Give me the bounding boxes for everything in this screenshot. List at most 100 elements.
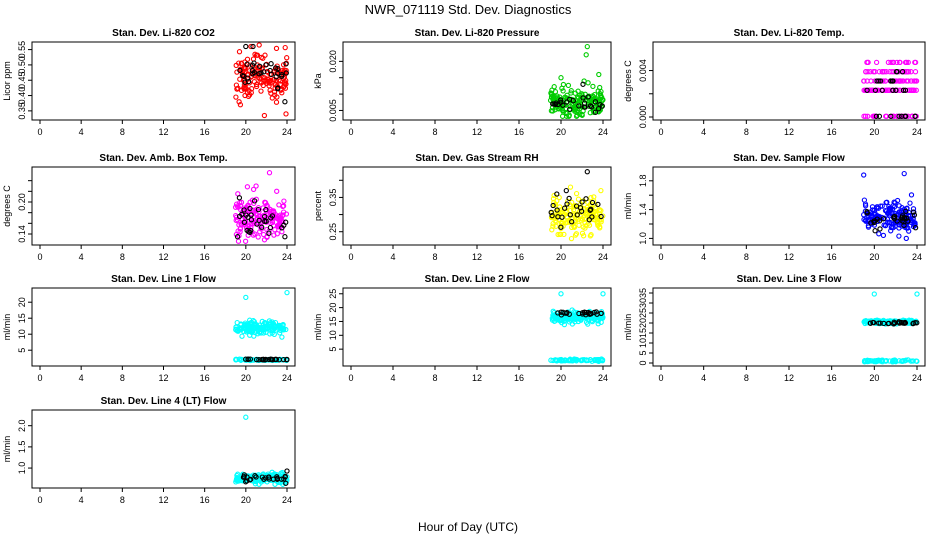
y-tick-label: 1.5: [17, 441, 27, 454]
data-point: [259, 224, 265, 230]
data-point: [887, 69, 893, 75]
data-point: [566, 219, 572, 225]
y-axis-label: ml/min: [623, 193, 633, 220]
data-point: [548, 209, 554, 216]
data-point: [250, 186, 257, 193]
x-tick-label: 12: [158, 252, 168, 262]
x-tick-label: 4: [390, 252, 395, 262]
chart-panel: Stan. Dev. Line 4 (LT) Flow 0 4 8 12 16 20 24 1.…: [2, 396, 296, 505]
data-point: [571, 224, 577, 230]
x-tick-label: 0: [348, 127, 353, 137]
data-point: [277, 81, 283, 88]
data-point: [283, 70, 289, 76]
panel-title: Stan. Dev. Line 1 Flow: [111, 274, 216, 285]
x-tick-label: 12: [158, 373, 168, 383]
y-axis-label: degrees C: [623, 60, 633, 102]
data-point: [250, 56, 257, 62]
data-point: [571, 309, 577, 315]
x-tick-label: 0: [37, 252, 42, 262]
data-point: [599, 103, 605, 109]
data-point: [586, 222, 593, 228]
data-point: [275, 70, 281, 77]
data-point: [248, 43, 254, 50]
figure-xlabel: Hour of Day (UTC): [418, 520, 518, 534]
data-point: [252, 66, 258, 73]
data-point: [864, 87, 870, 93]
data-point: [243, 43, 249, 50]
x-tick-label: 4: [390, 127, 395, 137]
data-point: [872, 69, 878, 75]
data-point: [261, 69, 267, 75]
data-point: [236, 99, 242, 105]
data-point: [244, 61, 250, 67]
data-point: [891, 319, 897, 325]
data-point: [586, 217, 592, 223]
y-tick-label: 5: [638, 350, 648, 355]
data-point: [886, 220, 892, 226]
data-point: [256, 42, 262, 48]
y-tick-label: 0.20: [17, 193, 27, 211]
data-point: [244, 474, 250, 480]
data-point: [869, 207, 876, 213]
data-point: [562, 357, 568, 364]
data-point: [871, 358, 878, 364]
data-point: [279, 90, 285, 96]
data-point: [252, 473, 258, 479]
data-point: [282, 99, 288, 105]
data-point: [249, 328, 256, 335]
data-point: [876, 113, 883, 119]
data-point: [553, 219, 559, 225]
data-point: [569, 219, 575, 225]
data-point: [550, 101, 556, 107]
data-point: [578, 317, 584, 323]
data-point: [598, 310, 604, 316]
data-point: [881, 69, 888, 75]
x-tick-label: 24: [598, 127, 608, 137]
data-point: [903, 235, 909, 242]
data-point: [907, 200, 913, 206]
data-point: [284, 468, 290, 474]
data-point: [243, 356, 249, 362]
data-point: [573, 203, 580, 209]
data-point: [893, 69, 900, 75]
y-tick-label: 15: [328, 316, 338, 326]
y-tick-label: 0.35: [17, 102, 27, 120]
data-point: [864, 59, 870, 66]
x-tick-label: 0: [37, 373, 42, 383]
data-point: [253, 183, 259, 189]
data-point: [912, 69, 919, 75]
x-tick-label: 16: [200, 252, 210, 262]
x-tick-label: 16: [514, 252, 524, 262]
data-point: [896, 113, 902, 119]
data-point: [911, 78, 917, 84]
data-point: [278, 218, 285, 224]
x-tick-label: 4: [390, 373, 395, 383]
data-point: [247, 68, 253, 74]
data-point: [577, 111, 583, 117]
data-point: [253, 81, 260, 88]
data-point: [579, 97, 585, 104]
data-point: [600, 291, 606, 297]
data-point: [269, 356, 275, 363]
data-point: [579, 311, 586, 317]
plot-frame: [342, 287, 612, 367]
data-point: [277, 327, 284, 334]
data-point: [245, 78, 252, 85]
data-point: [901, 170, 907, 177]
data-point: [558, 97, 564, 103]
data-point: [236, 195, 243, 201]
data-point: [581, 100, 588, 106]
data-point: [903, 78, 910, 84]
y-axis-label: ml/min: [623, 314, 633, 341]
chart-panel: Stan. Dev. Amb. Box Temp. 0 4 8 12 16 20 24 0.14…: [2, 153, 296, 262]
data-point: [567, 106, 573, 112]
data-point: [865, 224, 872, 230]
data-point: [267, 224, 274, 231]
data-point: [261, 112, 268, 119]
data-point: [283, 326, 289, 333]
data-point: [597, 84, 603, 91]
y-tick-label: 20: [328, 303, 338, 313]
data-point: [276, 77, 282, 83]
data-point: [588, 195, 594, 201]
